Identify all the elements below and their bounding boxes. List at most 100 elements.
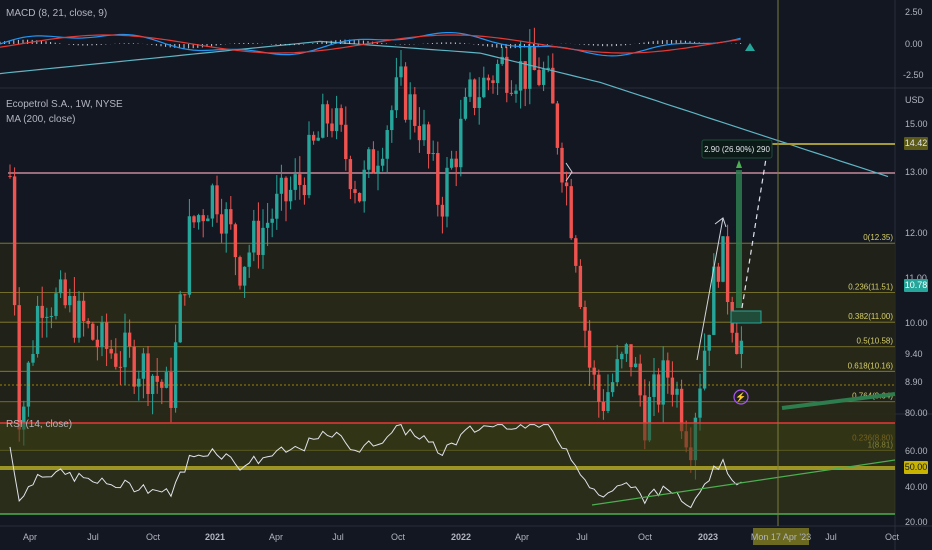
candle-body	[574, 238, 578, 266]
candle-body	[624, 344, 629, 354]
price-tick: 11.00	[905, 273, 927, 283]
candle-body	[307, 134, 311, 196]
candle-body	[403, 66, 408, 120]
candle-body	[68, 295, 72, 306]
candle-body	[698, 388, 702, 418]
measure-label: 2.90 (26.90%) 290	[704, 145, 770, 154]
rsi-title[interactable]: RSI (14, close)	[6, 419, 73, 430]
candle-body	[284, 177, 288, 202]
candle-body	[114, 353, 118, 367]
event-flag-icon[interactable]	[733, 389, 749, 405]
candle-body	[210, 185, 215, 219]
rsi-trendline[interactable]	[591, 459, 896, 506]
candle-body	[215, 185, 219, 215]
rsi-midline	[0, 466, 895, 470]
candle-body	[495, 63, 500, 84]
time-tick: Jul	[332, 532, 344, 542]
time-tick: Oct	[885, 532, 900, 542]
lightning-icon: ⚡	[735, 391, 746, 403]
candle-body	[426, 124, 431, 154]
candle-body	[560, 147, 564, 183]
candle-body	[477, 97, 481, 108]
candle-body	[509, 92, 514, 94]
candle-body	[169, 372, 173, 408]
projection-dashed-line[interactable]	[741, 145, 769, 309]
time-axis[interactable]: Apr Jul Oct 2021 Apr Jul Oct 2022 Apr Jul Oct 2023 J…	[23, 532, 900, 542]
time-tick: Jul	[87, 532, 99, 542]
last-price-badge: 10.78	[904, 279, 928, 292]
candle-body	[357, 192, 362, 202]
macd-line	[0, 32, 741, 57]
candle-body	[219, 214, 224, 234]
time-tick: Apr	[23, 532, 37, 542]
candle-body	[371, 149, 376, 173]
candle-body	[643, 395, 647, 441]
time-tick: Apr	[269, 532, 283, 542]
price-tick: 9.40	[905, 349, 923, 359]
price-axis[interactable]: USD 15.00 13.00 12.00 11.00 10.00 9.40 8…	[905, 95, 928, 387]
candle-body	[17, 305, 21, 430]
candle-body	[376, 165, 380, 173]
candle-body	[463, 96, 468, 119]
candle-body	[615, 359, 619, 383]
macd-title[interactable]: MACD (8, 21, close, 9)	[6, 8, 108, 19]
candle-body	[486, 77, 491, 81]
candle-body	[325, 104, 330, 124]
candle-body	[275, 193, 279, 219]
candle-body	[399, 66, 403, 78]
time-tick: Jul	[576, 532, 588, 542]
time-tick: Oct	[391, 532, 406, 542]
candle-body	[735, 332, 739, 354]
macd-tick: 2.50	[905, 7, 923, 17]
support-trendline[interactable]	[781, 392, 896, 410]
macd-cross-marker	[745, 43, 755, 51]
rsi-tick: 80.00	[905, 408, 928, 418]
time-tick: Oct	[146, 532, 161, 542]
candle-body	[31, 353, 35, 363]
candle-body	[77, 300, 81, 338]
candle-body	[302, 184, 307, 196]
price-tick: 10.00	[905, 318, 928, 328]
trend-arrow-line[interactable]	[696, 217, 724, 361]
candle-body	[173, 342, 178, 408]
candle-body	[132, 346, 136, 387]
fib-zone	[0, 322, 895, 347]
fib-label: 0.5(10.58)	[857, 337, 894, 346]
candle-body	[661, 360, 665, 405]
date-highlight-badge	[753, 528, 809, 545]
candle-body	[518, 61, 523, 91]
candle-body	[201, 215, 205, 222]
measure-arrow-up	[736, 160, 742, 168]
candle-body	[183, 294, 187, 296]
candle-body	[242, 266, 247, 286]
target-line[interactable]	[731, 143, 895, 145]
candle-body	[436, 153, 440, 205]
candle-body	[261, 227, 265, 255]
candle-body	[86, 320, 90, 324]
ma-indicator-title[interactable]: MA (200, close)	[6, 114, 76, 125]
candle-body	[45, 316, 49, 318]
candle-body	[206, 218, 210, 222]
price-tick: 12.00	[905, 228, 928, 238]
candle-body	[712, 266, 716, 335]
candle-body	[601, 401, 606, 411]
candle-body	[270, 218, 274, 223]
candle-body	[491, 80, 495, 84]
rsi-value-badge: 50.00	[904, 461, 928, 474]
candle-body	[422, 124, 426, 141]
candle-body	[390, 110, 394, 131]
candle-body	[187, 216, 192, 295]
entry-zone-box[interactable]	[730, 310, 762, 324]
macd-tick: -2.50	[903, 70, 924, 80]
candle-body	[196, 215, 201, 223]
symbol-title[interactable]: Ecopetrol S.A., 1W, NYSE	[6, 99, 123, 110]
fib-label: 0.236(11.51)	[848, 282, 893, 291]
candle-body	[394, 77, 399, 111]
candle-body	[81, 300, 86, 321]
candle-body	[583, 306, 587, 331]
measure-bar[interactable]	[736, 170, 742, 308]
trend-arrowhead	[714, 217, 727, 228]
macd-tick: 0.00	[905, 39, 923, 49]
currency-label: USD	[905, 95, 925, 105]
